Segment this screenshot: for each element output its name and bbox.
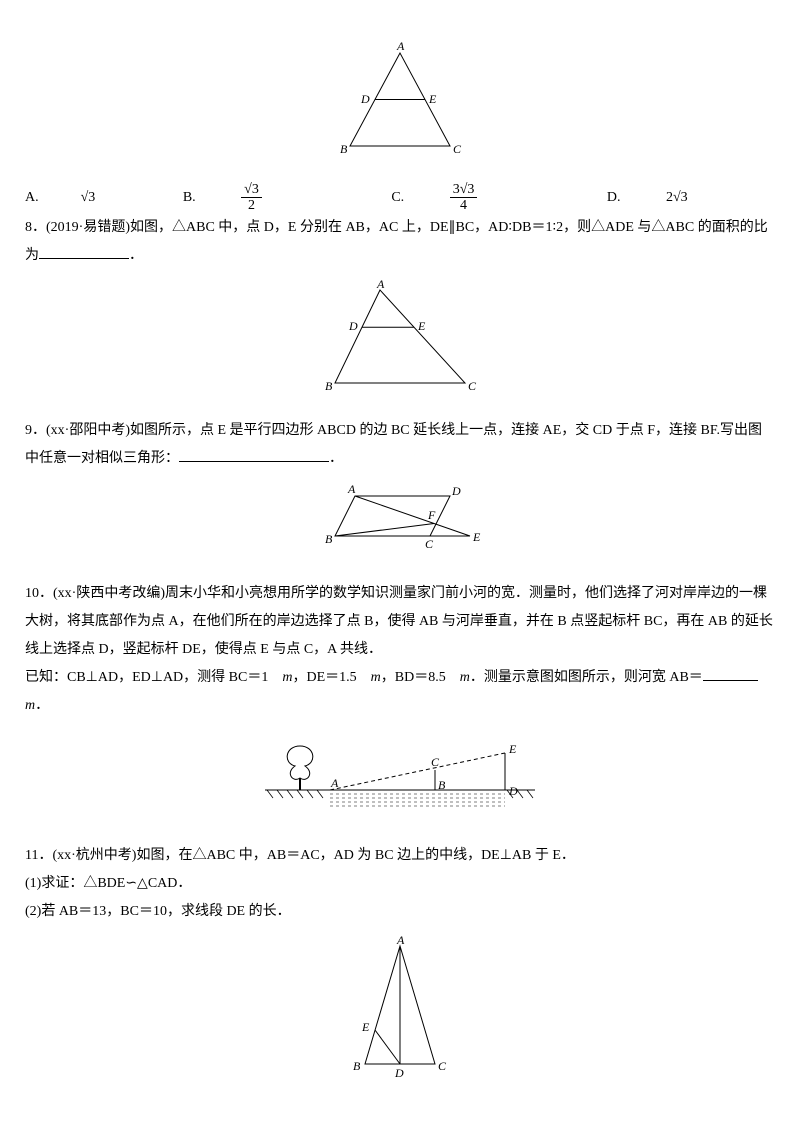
q8-label-A: A	[376, 278, 385, 291]
q11-part1: (1)求证：△BDE∽△CAD．	[25, 870, 775, 898]
q10-source: (xx·陕西中考改编)	[53, 586, 165, 601]
q8-source: (2019·易错题)	[46, 220, 130, 235]
q9-figure: A D B C E F	[25, 481, 775, 572]
q7-svg: A B C D E	[325, 38, 475, 163]
q7-figure: A B C D E	[25, 38, 775, 174]
q11-label-E: E	[361, 1020, 370, 1034]
q8: 8．(2019·易错题)如图，△ABC 中，点 D，E 分别在 AB，AC 上，…	[25, 214, 775, 270]
q7-option-c: C. 3√34	[391, 190, 561, 205]
q10-label-B: B	[438, 778, 446, 792]
q7-option-d: D. 2√3	[607, 190, 730, 205]
q11-text: 如图，在△ABC 中，AB＝AC，AD 为 BC 边上的中线，DE⊥AB 于 E…	[136, 848, 574, 863]
q9-label-C: C	[425, 537, 434, 551]
q8-label-D: D	[348, 319, 358, 333]
q9-source: (xx·邵阳中考)	[46, 423, 130, 438]
q11-label-D: D	[394, 1066, 404, 1080]
q7-label-C: C	[453, 142, 462, 156]
q7-label-D: D	[360, 92, 370, 106]
q11-number: 11．	[25, 848, 52, 863]
q8-label-C: C	[468, 379, 477, 393]
q7-label-E: E	[428, 92, 437, 106]
q8-label-E: E	[417, 319, 426, 333]
q8-figure: A B C D E	[25, 278, 775, 409]
q10: 10．(xx·陕西中考改编)周末小华和小亮想用所学的数学知识测量家门前小河的宽．…	[25, 580, 775, 664]
q10-label-A: A	[330, 776, 339, 790]
q11-label-B: B	[353, 1059, 361, 1073]
q11-part2: (2)若 AB＝13，BC＝10，求线段 DE 的长．	[25, 898, 775, 926]
q9-blank	[179, 447, 329, 462]
q9-label-D: D	[451, 484, 461, 498]
q10-label-C: C	[431, 755, 440, 769]
q7-options: A.√3 B. √32 C. 3√34 D. 2√3	[25, 182, 775, 214]
q11: 11．(xx·杭州中考)如图，在△ABC 中，AB＝AC，AD 为 BC 边上的…	[25, 842, 775, 870]
q11-source: (xx·杭州中考)	[52, 848, 136, 863]
q11-figure: A B C D E	[25, 934, 775, 1095]
q7-option-b: B. √32	[183, 190, 346, 205]
q7-label-B: B	[340, 142, 348, 156]
q10-svg: A B C D E	[255, 728, 545, 823]
q9-label-E: E	[472, 530, 481, 544]
q8-blank	[39, 244, 129, 259]
q10-label-E: E	[508, 742, 517, 756]
q9-label-A: A	[347, 482, 356, 496]
q11-label-C: C	[438, 1059, 447, 1073]
q9-number: 9．	[25, 423, 46, 438]
q8-label-B: B	[325, 379, 333, 393]
q7-option-a: A.√3	[25, 190, 137, 205]
q10-number: 10．	[25, 586, 53, 601]
q10-blank	[703, 666, 758, 681]
q9-label-B: B	[325, 532, 333, 546]
q7-label-A: A	[396, 39, 405, 53]
q9-text: 如图所示，点 E 是平行四边形 ABCD 的边 BC 延长线上一点，连接 AE，…	[25, 423, 762, 466]
q11-svg: A B C D E	[335, 934, 465, 1084]
q10-line2: 已知：CB⊥AD，ED⊥AD，测得 BC＝1 m，DE＝1.5 m，BD＝8.5…	[25, 664, 775, 720]
q9-label-F: F	[427, 508, 436, 522]
q9-svg: A D B C E F	[315, 481, 485, 561]
q8-svg: A B C D E	[315, 278, 485, 398]
q8-number: 8．	[25, 220, 46, 235]
q10-label-D: D	[508, 784, 518, 798]
q11-label-A: A	[396, 934, 405, 947]
q9: 9．(xx·邵阳中考)如图所示，点 E 是平行四边形 ABCD 的边 BC 延长…	[25, 417, 775, 473]
q10-figure: A B C D E	[25, 728, 775, 834]
